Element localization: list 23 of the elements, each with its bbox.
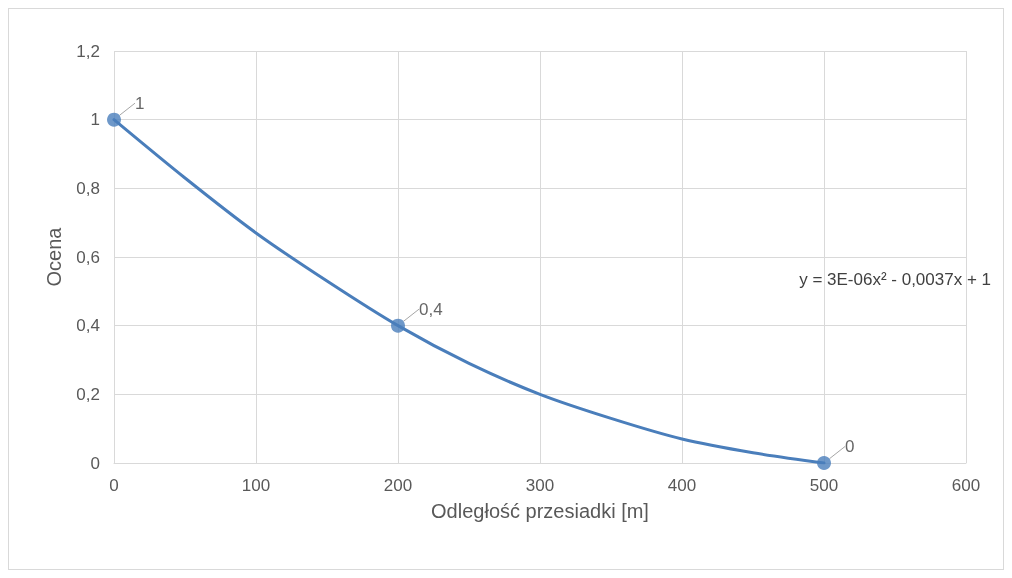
y-axis-title: Ocena	[43, 226, 65, 287]
y-tick-label: 0,4	[76, 316, 100, 336]
point	[391, 318, 405, 333]
x-tick-label: 200	[383, 476, 413, 495]
data-label: 1	[135, 93, 145, 113]
x-tick-label: 300	[525, 476, 555, 495]
y-tick-label: 0,2	[76, 384, 100, 404]
x-axis-title: Odległość przesiadki [m]	[431, 500, 649, 522]
y-tick-label: 1	[90, 110, 100, 130]
data-label: 0	[845, 437, 855, 456]
x-tick-label: 600	[951, 476, 981, 495]
x-tick-label: 100	[241, 476, 271, 495]
y-tick-label: 1,2	[76, 41, 100, 61]
x-tick-label: 0	[109, 476, 119, 495]
annotation: y = 3E-06x² - 0,0037x + 1	[799, 270, 992, 289]
y-tick-label: 0,6	[76, 247, 100, 267]
point	[817, 456, 831, 470]
x-tick-label: 500	[809, 476, 839, 495]
data-label: 0,4	[419, 299, 443, 319]
y-tick-label: 0,8	[76, 178, 100, 198]
point	[107, 112, 121, 127]
x-tick-label: 400	[667, 476, 697, 495]
y-tick-label: 0	[90, 453, 100, 473]
